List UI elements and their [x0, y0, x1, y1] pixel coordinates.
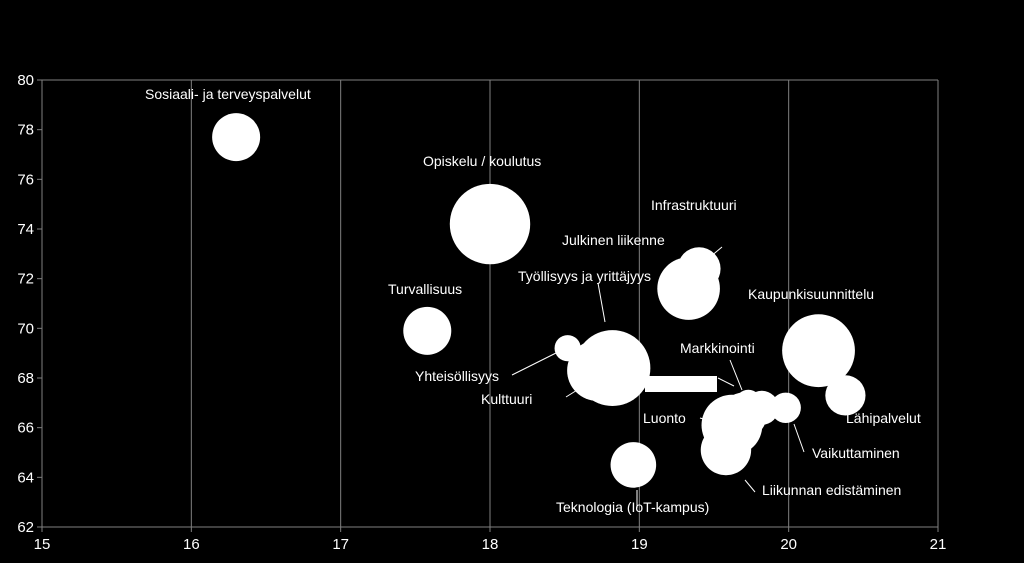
x-tick-label: 15 — [34, 536, 51, 553]
bubble-label: Markkinointi — [680, 340, 755, 356]
x-tick-label: 18 — [482, 536, 499, 553]
tick-labels: 15 16 17 18 19 20 21 62 64 66 68 70 72 74 76 78 80 — [17, 72, 946, 553]
x-tick-label: 17 — [332, 536, 349, 553]
bubble-label: Luonto — [643, 410, 686, 426]
bubble — [782, 314, 855, 388]
bubble-label: Yhteisöllisyys — [415, 368, 499, 384]
leader-line — [717, 377, 735, 387]
bubble — [610, 442, 657, 488]
x-tick-label: 21 — [930, 536, 947, 553]
bubble-label: Liikunnan edistäminen — [762, 482, 901, 498]
bubble — [825, 375, 866, 416]
bubble — [567, 340, 628, 401]
bubble-label: Vaikuttaminen — [812, 445, 900, 461]
bubble-label: Lähipalvelut — [846, 410, 921, 426]
leader-line — [511, 349, 563, 376]
y-tick-label: 74 — [17, 221, 34, 238]
y-tick-label: 76 — [17, 171, 34, 188]
bubble — [212, 113, 261, 162]
bubble — [770, 392, 801, 423]
bubble-label: Teknologia (IoT-kampus) — [556, 499, 709, 515]
leader-line — [744, 479, 756, 493]
bubble — [721, 392, 767, 439]
bubble-label: Työllisyys ja yrittäjyys — [518, 268, 651, 284]
bubble-label: Sosiaali- ja terveyspalvelut — [145, 86, 311, 102]
bubble — [657, 257, 720, 320]
bubble-label: Kaupunkisuunnittelu — [748, 286, 874, 302]
y-tick-label: 78 — [17, 122, 34, 139]
y-tick-label: 66 — [17, 420, 34, 437]
y-tick-label: 80 — [17, 72, 34, 89]
bubble-labels: Sosiaali- ja terveyspalvelut Opiskelu / k… — [145, 86, 921, 515]
bubble-label: Julkinen liikenne — [562, 232, 665, 248]
x-tick-label: 19 — [631, 536, 648, 553]
bubble — [403, 306, 452, 355]
bubble-label: Turvallisuus — [388, 281, 462, 297]
leader-line — [729, 359, 743, 391]
x-tick-label: 16 — [183, 536, 200, 553]
leader-line — [793, 423, 805, 453]
leader-line — [597, 282, 606, 323]
bubble-label: Opiskelu / koulutus — [423, 153, 541, 169]
grid-lines — [42, 79, 939, 527]
label-occluder — [645, 376, 717, 392]
bubbles — [212, 113, 866, 488]
bubble-label: Infrastruktuuri — [651, 197, 737, 213]
y-tick-label: 64 — [17, 469, 34, 486]
y-tick-label: 68 — [17, 370, 34, 387]
y-tick-label: 62 — [17, 519, 34, 536]
bubble — [449, 183, 531, 265]
x-tick-label: 20 — [780, 536, 797, 553]
y-tick-label: 70 — [17, 320, 34, 337]
bubble-label: Kulttuuri — [481, 391, 532, 407]
y-tick-label: 72 — [17, 271, 34, 288]
